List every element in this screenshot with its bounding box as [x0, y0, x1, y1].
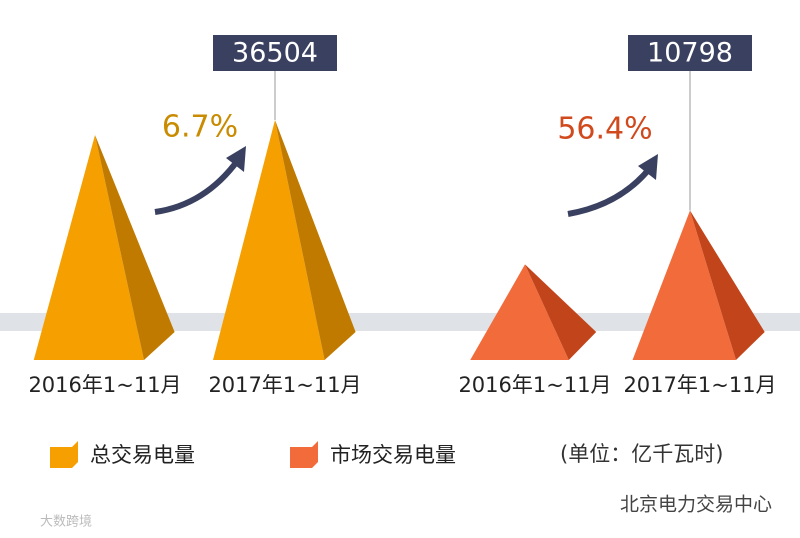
legend-label: 市场交易电量	[330, 443, 456, 467]
pyramid	[470, 264, 597, 360]
pyramid-side	[690, 210, 765, 360]
pyramid	[632, 210, 765, 360]
x-tick-label: 2017年1~11月	[623, 373, 776, 397]
legend-swatch	[50, 441, 78, 468]
pyramid	[212, 119, 356, 360]
growth-annotation: 56.4%	[557, 112, 652, 147]
growth-arrow	[567, 166, 653, 217]
value-label: 36504	[232, 38, 318, 69]
pyramid-side	[95, 135, 175, 360]
pyramid	[33, 135, 175, 360]
x-tick-label: 2016年1~11月	[28, 373, 181, 397]
growth-arrow	[154, 158, 241, 215]
pyramid-front	[33, 135, 144, 360]
value-label-box	[628, 35, 752, 71]
pyramid-side	[525, 264, 597, 360]
watermark: 大数跨境	[40, 515, 92, 530]
pyramid-front	[632, 210, 736, 360]
unit-label: (单位：亿千瓦时)	[560, 442, 723, 466]
pyramid-side	[275, 119, 356, 360]
growth-arrow-head	[226, 146, 246, 172]
x-tick-label: 2016年1~11月	[458, 373, 611, 397]
watermark: 北京电力交易中心	[620, 494, 772, 516]
legend-label: 总交易电量	[90, 443, 195, 467]
pyramid-front	[212, 119, 325, 360]
value-label-box	[213, 35, 337, 71]
x-tick-label: 2017年1~11月	[208, 373, 361, 397]
growth-annotation: 6.7%	[162, 110, 238, 145]
pyramid-front	[470, 264, 569, 360]
legend-swatch	[290, 441, 318, 468]
value-label: 10798	[647, 38, 733, 69]
ground-band	[0, 313, 800, 331]
growth-arrow-head	[638, 154, 658, 180]
